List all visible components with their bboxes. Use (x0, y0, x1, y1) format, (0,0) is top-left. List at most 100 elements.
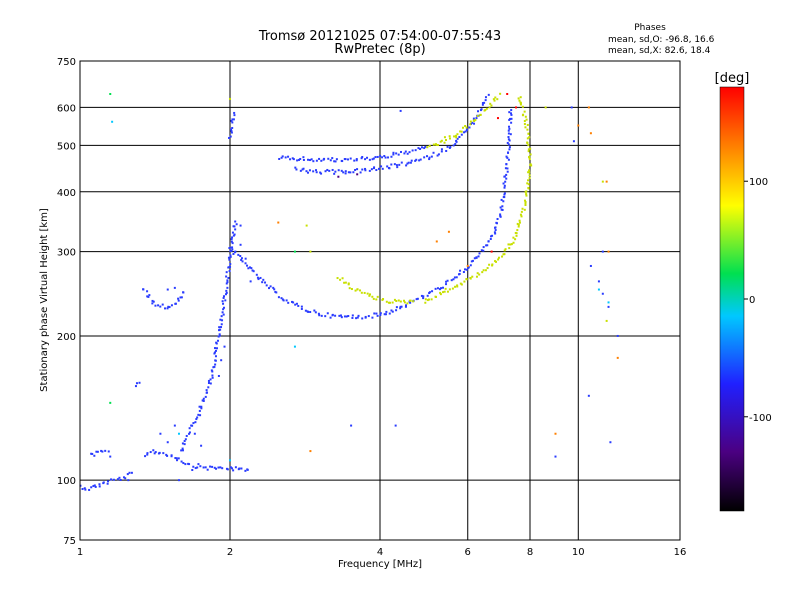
data-point (214, 359, 217, 362)
data-marks (79, 92, 619, 491)
data-point (554, 455, 557, 458)
data-point (364, 158, 367, 161)
data-point (170, 304, 173, 307)
data-point (292, 301, 295, 304)
data-point (229, 128, 232, 131)
data-point (348, 287, 351, 290)
data-point (181, 447, 184, 450)
data-point (96, 450, 99, 453)
data-point (192, 465, 195, 468)
data-point (295, 302, 298, 305)
data-point (388, 301, 391, 304)
data-point (493, 99, 496, 102)
data-point (264, 281, 267, 284)
data-point (445, 149, 448, 152)
data-point (293, 250, 296, 253)
data-point (492, 98, 495, 101)
data-point (234, 228, 237, 231)
data-point (363, 291, 366, 294)
data-point (118, 476, 121, 479)
data-point (432, 143, 435, 146)
data-point (458, 136, 461, 139)
data-point (292, 158, 295, 161)
data-point (102, 481, 105, 484)
data-point (229, 246, 232, 249)
data-point (222, 313, 225, 316)
data-point (481, 102, 484, 105)
data-point (527, 183, 530, 186)
data-point (200, 405, 203, 408)
data-point (344, 281, 347, 284)
data-point (523, 110, 526, 113)
data-point (605, 319, 608, 322)
data-point (294, 166, 297, 169)
data-point (491, 234, 494, 237)
data-point (528, 169, 531, 172)
data-point (144, 455, 147, 458)
data-point (405, 304, 408, 307)
data-point (302, 156, 305, 159)
data-point (217, 374, 220, 377)
data-point (280, 297, 283, 300)
data-point (359, 289, 362, 292)
data-point (161, 303, 164, 306)
data-point (524, 126, 527, 129)
data-point (81, 488, 84, 491)
data-point (281, 155, 284, 158)
x-tick-label: 6 (465, 547, 471, 558)
data-point (516, 222, 519, 225)
data-point (454, 143, 457, 146)
data-point (166, 307, 169, 310)
y-tick-label: 500 (57, 141, 76, 152)
data-point (349, 157, 352, 160)
x-tick-label: 8 (527, 547, 533, 558)
data-point (395, 306, 398, 309)
data-point (379, 312, 382, 315)
data-point (313, 309, 316, 312)
data-point (231, 236, 234, 239)
data-point (528, 171, 531, 174)
data-point (315, 159, 318, 162)
data-point (309, 250, 312, 253)
data-point (214, 355, 217, 358)
data-point (515, 106, 518, 109)
data-point (273, 288, 276, 291)
data-point (248, 266, 251, 269)
data-point (409, 301, 412, 304)
data-point (415, 298, 418, 301)
data-point (422, 295, 425, 298)
data-point (519, 96, 522, 99)
data-point (202, 466, 205, 469)
data-point (231, 248, 234, 251)
data-point (231, 242, 234, 245)
data-point (371, 316, 374, 319)
data-point (380, 165, 383, 168)
data-point (477, 110, 480, 113)
data-point (277, 221, 280, 224)
data-point (527, 132, 530, 135)
data-point (339, 278, 342, 281)
data-point (438, 288, 441, 291)
data-point (463, 131, 466, 134)
data-point (447, 230, 450, 233)
data-point (206, 391, 209, 394)
data-point (368, 169, 371, 172)
data-point (494, 232, 497, 235)
data-point (94, 485, 97, 488)
x-tick-label: 10 (572, 547, 585, 558)
data-point (597, 288, 600, 291)
data-point (215, 342, 218, 345)
data-point (449, 145, 452, 148)
data-point (217, 466, 220, 469)
data-point (183, 440, 186, 443)
data-point (198, 409, 201, 412)
data-point (397, 153, 400, 156)
data-point (488, 263, 491, 266)
data-point (219, 466, 222, 469)
data-point (528, 174, 531, 177)
data-point (396, 166, 399, 169)
data-point (246, 468, 249, 471)
data-point (188, 431, 191, 434)
data-point (506, 156, 509, 159)
data-point (368, 294, 371, 297)
